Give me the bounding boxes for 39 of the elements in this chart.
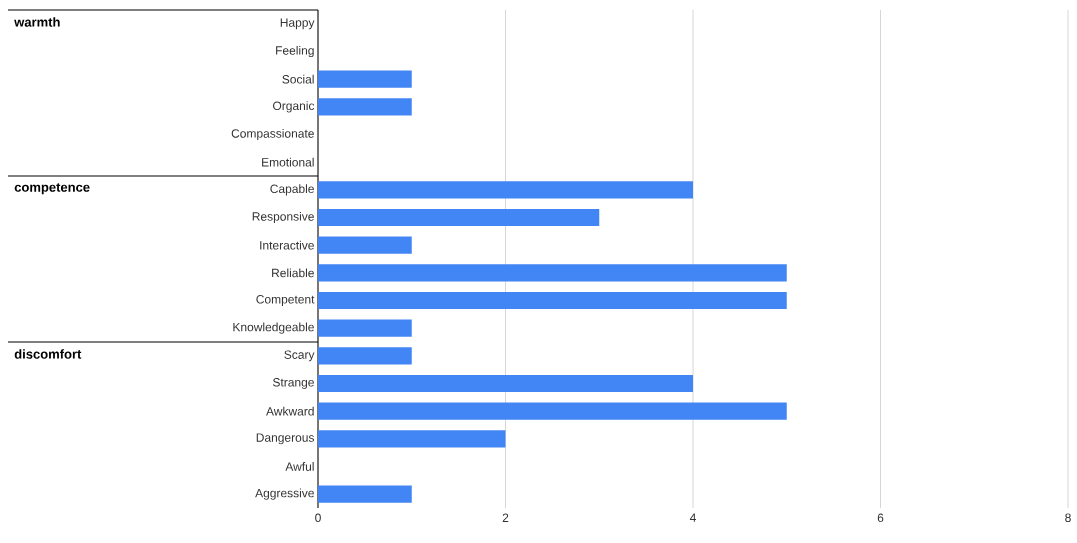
bar <box>318 181 693 199</box>
y-tick-label: Social <box>282 74 314 84</box>
bar <box>318 374 693 393</box>
bar <box>318 208 600 227</box>
y-tick-label: Aggressive <box>255 488 314 500</box>
bar <box>318 264 787 282</box>
bar <box>318 430 506 448</box>
y-tick-label: Happy <box>280 18 315 30</box>
y-tick-label: Organic <box>273 101 315 113</box>
x-tick-label: 2 <box>502 513 509 522</box>
y-tick-label: Awkward <box>266 406 314 416</box>
y-tick-label: Capable <box>270 184 314 196</box>
y-tick-label: Competent <box>256 295 315 306</box>
bar <box>318 70 412 88</box>
bar <box>318 291 787 310</box>
bar <box>318 485 412 503</box>
y-tick-label: Emotional <box>262 157 314 167</box>
x-tick-label: 8 <box>1065 513 1071 523</box>
y-tick-label: Awful <box>285 462 314 471</box>
y-tick-label: Strange <box>272 378 314 389</box>
y-tick-label: Scary <box>284 350 315 362</box>
y-tick-label: Responsive <box>252 211 314 224</box>
y-tick-label: Reliable <box>272 268 314 278</box>
text: competence <box>14 183 90 195</box>
bar <box>318 402 787 420</box>
bar <box>318 319 412 337</box>
x-tick-label: 4 <box>689 513 696 522</box>
x-tick-label: 6 <box>877 513 884 523</box>
bar <box>318 98 412 116</box>
text: warmth <box>14 17 60 27</box>
text: discomfort <box>14 349 82 359</box>
x-tick-label: 0 <box>315 513 321 523</box>
y-tick-label: Compassionate <box>231 128 314 141</box>
y-tick-label: Interactive <box>260 240 314 250</box>
bar <box>318 347 412 365</box>
y-tick-label: Dangerous <box>256 433 315 445</box>
y-tick-label: Knowledgeable <box>233 322 314 334</box>
y-tick-label: Feeling <box>276 45 314 58</box>
bar <box>318 236 412 254</box>
